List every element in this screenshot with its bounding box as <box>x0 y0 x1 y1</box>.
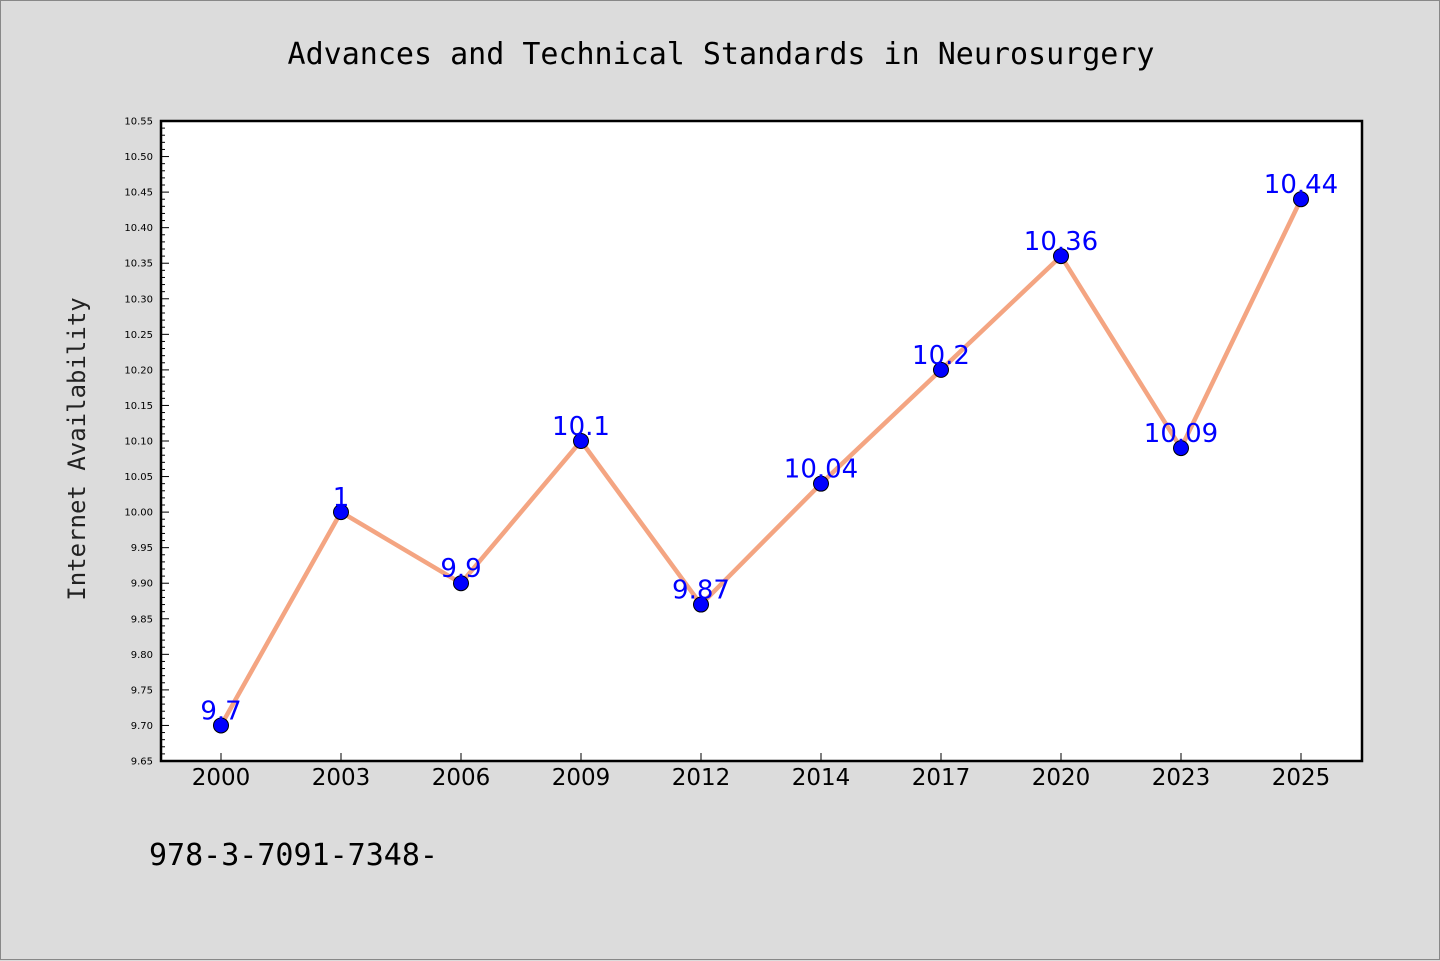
data-label: 9.7 <box>200 696 241 726</box>
x-tick-label: 2023 <box>1152 765 1211 791</box>
x-tick-label: 2009 <box>552 765 611 791</box>
y-tick-label: 10.25 <box>124 330 153 341</box>
x-tick-label: 2017 <box>912 765 971 791</box>
y-tick-label: 10.35 <box>124 259 153 270</box>
y-tick-label: 10.00 <box>124 508 153 519</box>
series-group <box>213 191 1309 734</box>
x-tick-label: 2025 <box>1272 765 1331 791</box>
data-point <box>1173 440 1189 457</box>
data-label: 9.9 <box>440 554 481 584</box>
data-point <box>1293 191 1309 208</box>
y-tick-label: 10.20 <box>124 365 153 376</box>
y-tick-label: 10.15 <box>124 401 153 412</box>
y-tick-label: 9.70 <box>131 721 153 732</box>
y-tick-label: 10.05 <box>124 472 153 483</box>
y-tick-label: 10.30 <box>124 294 153 305</box>
data-point <box>333 504 349 521</box>
data-point <box>573 433 589 449</box>
data-point <box>813 475 829 492</box>
data-label: 10.2 <box>912 341 970 371</box>
x-tick-label: 2014 <box>792 765 851 791</box>
x-axis: 2000 2003 2006 2009 2012 2014 2017 2020 2023 2025 <box>192 753 1331 791</box>
data-label: 9.87 <box>672 576 730 606</box>
y-axis-label: Internet Availability <box>63 297 91 600</box>
y-tick-label: 9.75 <box>131 685 153 696</box>
y-tick-label: 10.45 <box>124 188 153 199</box>
data-label: 10.1 <box>552 412 610 442</box>
data-point <box>693 596 709 613</box>
data-label: 10.36 <box>1024 227 1098 257</box>
y-tick-label: 10.50 <box>124 152 153 163</box>
x-tick-label: 2020 <box>1032 765 1091 791</box>
x-tick-label: 2012 <box>672 765 731 791</box>
y-axis: 9.65 9.70 9.75 9.80 9.85 9.90 9.95 10.00 10.05 10… <box>124 117 169 768</box>
data-point <box>453 575 469 592</box>
x-tick-label: 2006 <box>432 765 491 791</box>
x-tick-label: 2003 <box>312 765 371 791</box>
data-label: 10.09 <box>1144 419 1218 449</box>
data-point <box>1053 248 1069 265</box>
data-point <box>933 361 949 378</box>
y-tick-label: 10.40 <box>124 223 153 234</box>
y-tick-label: 9.80 <box>131 650 153 661</box>
footer-isbn-text: 978-3-7091-7348- <box>149 838 438 873</box>
data-label: 10.04 <box>784 455 858 485</box>
data-labels: 9.7 1 9.9 10.1 9.87 10.04 10.2 10.36 10.09 10.44 <box>200 170 1338 726</box>
x-tick-label: 2000 <box>192 765 251 791</box>
y-tick-label: 9.95 <box>131 543 153 554</box>
data-point <box>213 717 229 734</box>
series-line <box>219 198 1304 727</box>
data-label: 1 <box>333 483 350 513</box>
chart-title: Advances and Technical Standards in Neur… <box>288 37 1155 72</box>
y-tick-label: 10.55 <box>124 117 153 128</box>
y-tick-label: 9.90 <box>131 579 153 590</box>
y-tick-label: 9.65 <box>131 757 153 768</box>
plot-area <box>159 119 1364 763</box>
y-tick-label: 10.10 <box>124 437 153 448</box>
data-label: 10.44 <box>1264 170 1338 200</box>
y-tick-label: 9.85 <box>131 614 153 625</box>
